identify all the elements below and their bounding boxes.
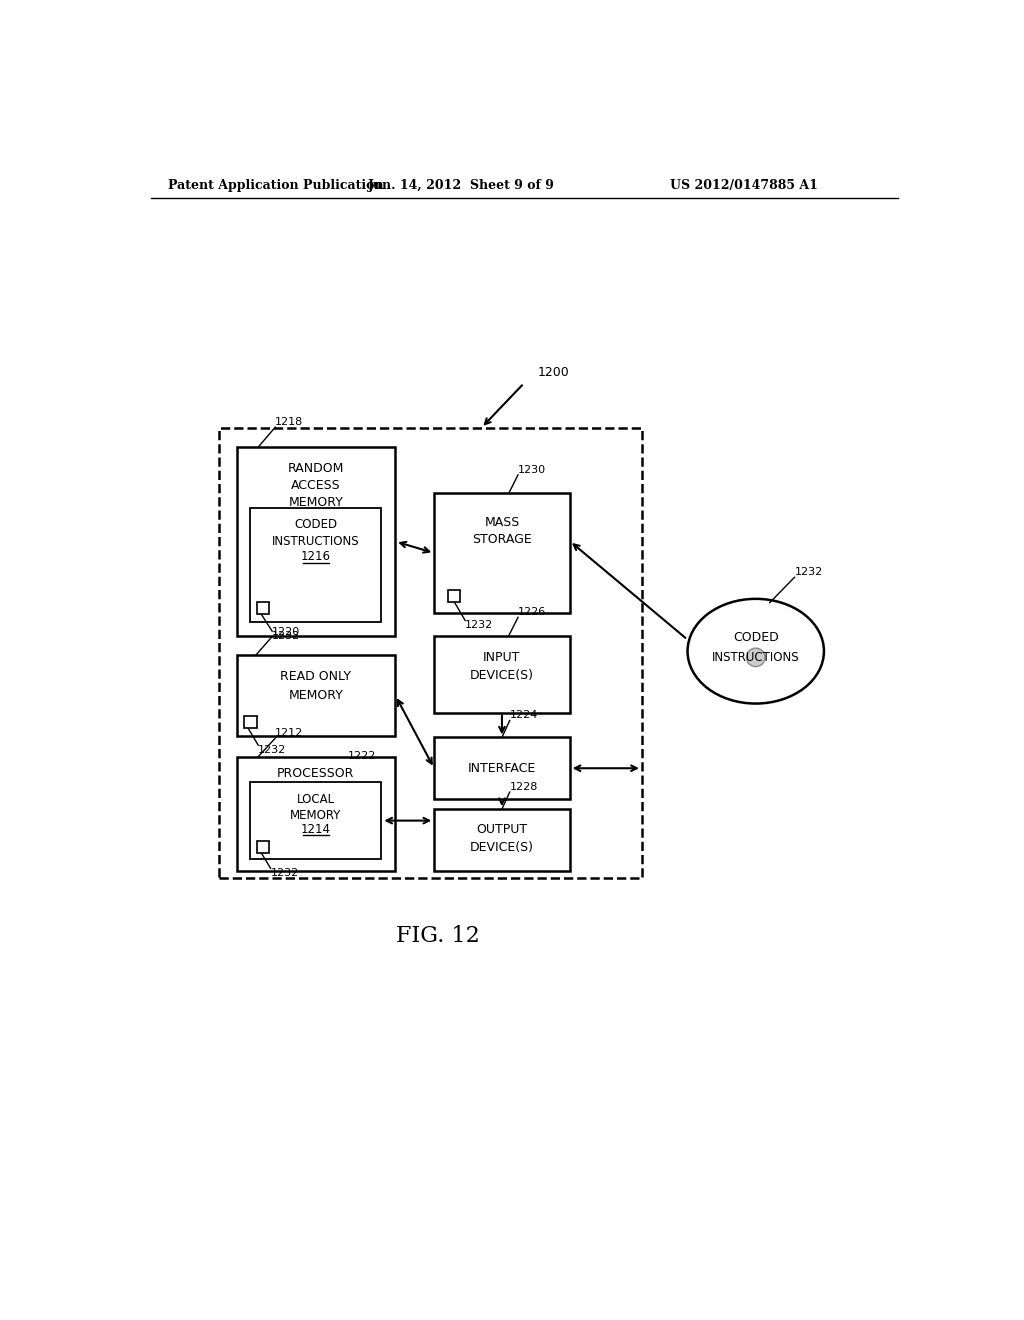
Text: DEVICE(S): DEVICE(S) xyxy=(470,669,534,682)
Text: 1214: 1214 xyxy=(301,822,331,836)
Text: 1220: 1220 xyxy=(272,627,300,636)
Text: 1222: 1222 xyxy=(348,751,376,762)
Bar xyxy=(237,447,395,636)
Text: 1226: 1226 xyxy=(518,607,546,618)
Text: 1224: 1224 xyxy=(510,710,538,721)
Bar xyxy=(237,655,395,737)
Bar xyxy=(251,508,381,622)
Text: 1212: 1212 xyxy=(275,729,303,738)
Text: READ ONLY: READ ONLY xyxy=(281,671,351,684)
Bar xyxy=(434,738,569,799)
Text: INPUT: INPUT xyxy=(483,651,520,664)
Text: 1232: 1232 xyxy=(465,620,494,631)
Text: PROCESSOR: PROCESSOR xyxy=(278,767,354,780)
Text: DEVICE(S): DEVICE(S) xyxy=(470,841,534,854)
Ellipse shape xyxy=(687,599,824,704)
Text: MEMORY: MEMORY xyxy=(290,809,342,822)
Bar xyxy=(434,809,569,871)
Bar xyxy=(434,494,569,612)
Text: CODED: CODED xyxy=(733,631,778,644)
Text: INTERFACE: INTERFACE xyxy=(468,762,536,775)
Text: INSTRUCTIONS: INSTRUCTIONS xyxy=(712,651,800,664)
Text: STORAGE: STORAGE xyxy=(472,533,531,546)
Text: LOCAL: LOCAL xyxy=(297,792,335,805)
Text: 1232: 1232 xyxy=(272,631,300,642)
Text: 1200: 1200 xyxy=(538,367,569,379)
Text: 1232: 1232 xyxy=(795,568,822,577)
Bar xyxy=(219,428,642,878)
Text: Patent Application Publication: Patent Application Publication xyxy=(168,178,384,191)
Bar xyxy=(449,590,461,602)
Text: MEMORY: MEMORY xyxy=(289,496,343,510)
Bar xyxy=(245,715,257,729)
Text: CODED: CODED xyxy=(294,519,338,532)
Bar xyxy=(237,756,395,871)
Text: 1218: 1218 xyxy=(275,417,303,428)
Bar xyxy=(257,602,269,614)
Bar xyxy=(251,781,381,859)
Text: ACCESS: ACCESS xyxy=(291,479,341,492)
Text: 1230: 1230 xyxy=(518,465,546,475)
Text: INSTRUCTIONS: INSTRUCTIONS xyxy=(272,535,359,548)
Text: US 2012/0147885 A1: US 2012/0147885 A1 xyxy=(671,178,818,191)
Text: OUTPUT: OUTPUT xyxy=(476,822,527,836)
Text: 1228: 1228 xyxy=(510,783,538,792)
Text: 1216: 1216 xyxy=(301,550,331,564)
Bar xyxy=(434,636,569,713)
Text: RANDOM: RANDOM xyxy=(288,462,344,475)
Text: FIG. 12: FIG. 12 xyxy=(396,925,480,948)
Text: MASS: MASS xyxy=(484,516,519,529)
Text: MEMORY: MEMORY xyxy=(289,689,343,702)
Text: 1232: 1232 xyxy=(270,869,299,878)
Circle shape xyxy=(746,648,765,667)
Text: 1232: 1232 xyxy=(258,744,287,755)
Text: Jun. 14, 2012  Sheet 9 of 9: Jun. 14, 2012 Sheet 9 of 9 xyxy=(368,178,555,191)
Bar xyxy=(257,841,269,853)
